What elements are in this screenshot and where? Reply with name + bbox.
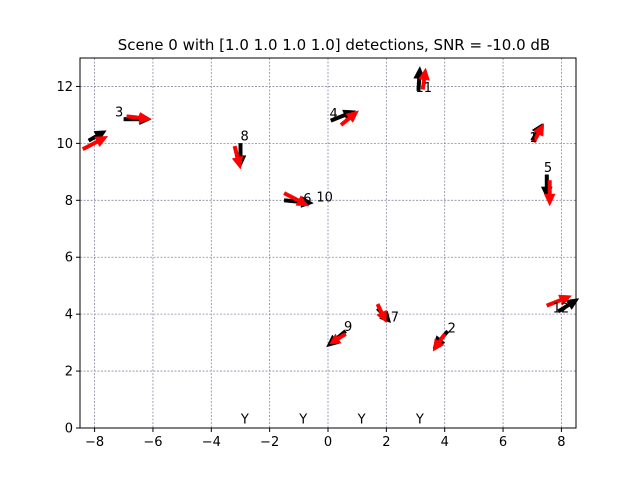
bottom-marker-label: Y xyxy=(240,413,249,428)
arrows xyxy=(81,66,580,352)
x-tick-label: −8 xyxy=(85,435,104,450)
vector-arrow xyxy=(543,180,556,207)
arrow-id-label: 4 xyxy=(329,107,337,122)
y-tick-label: 10 xyxy=(56,137,73,152)
vector-arrow xyxy=(432,332,447,352)
y-tick-label: 8 xyxy=(65,194,73,209)
y-tick-label: 4 xyxy=(65,308,73,323)
vector-arrow xyxy=(418,67,430,90)
vector-arrow xyxy=(81,136,109,151)
arrow-id-label: 8 xyxy=(240,130,248,145)
arrow-id-label: 3 xyxy=(115,105,123,120)
x-tick-label: 4 xyxy=(441,435,449,450)
x-tick-label: 0 xyxy=(324,435,332,450)
vector-arrow xyxy=(339,110,359,127)
vector-arrow xyxy=(531,123,545,144)
y-tick-label: 2 xyxy=(65,365,73,380)
y-tick-label: 12 xyxy=(56,80,73,95)
vector-arrow xyxy=(545,294,573,308)
vector-arrow xyxy=(283,191,310,207)
x-tick-label: 2 xyxy=(382,435,390,450)
arrow-id-label: 7 xyxy=(391,310,399,325)
arrow-id-label: 6 xyxy=(303,192,311,207)
y-tick-label: 0 xyxy=(65,422,73,437)
arrow-id-label: 10 xyxy=(316,191,333,206)
arrow-id-label: 11 xyxy=(416,81,433,96)
x-tick-label: −6 xyxy=(143,435,162,450)
grid xyxy=(80,58,576,429)
arrow-id-label: 5 xyxy=(544,161,552,176)
vector-arrow xyxy=(557,298,580,314)
x-tick-label: 6 xyxy=(499,435,507,450)
x-tick-label: −4 xyxy=(202,435,221,450)
arrow-id-label: 12 xyxy=(553,302,570,317)
vector-arrow xyxy=(231,145,244,170)
plot-frame xyxy=(79,57,577,429)
vector-arrow xyxy=(329,332,347,345)
arrow-id-label: 9 xyxy=(344,320,352,335)
arrow-id-label: 2 xyxy=(448,322,456,337)
vector-arrow xyxy=(375,303,387,324)
bottom-marker-label: Y xyxy=(298,413,307,428)
y-tick-label: 6 xyxy=(65,251,73,266)
vector-arrow xyxy=(126,112,152,124)
arrow-id-label: 1 xyxy=(529,131,537,146)
x-tick-label: −2 xyxy=(260,435,279,450)
chart-title: Scene 0 with [1.0 1.0 1.0 1.0] detection… xyxy=(118,36,550,54)
x-tick-label: 8 xyxy=(557,435,565,450)
bottom-marker-label: Y xyxy=(415,413,424,428)
bottom-marker-label: Y xyxy=(357,413,366,428)
